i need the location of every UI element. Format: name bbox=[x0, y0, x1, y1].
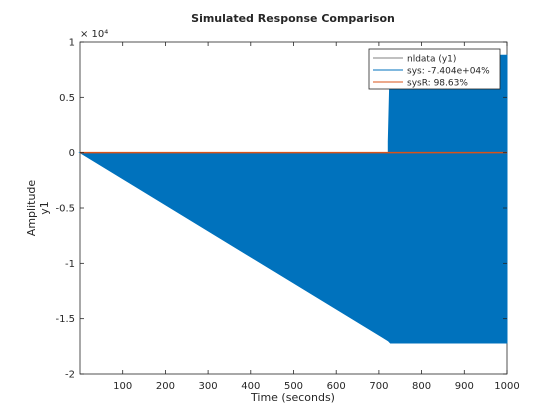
chart-title: Simulated Response Comparison bbox=[191, 12, 395, 25]
y-axis-sublabel: y1 bbox=[38, 201, 51, 215]
x-tick-label: 400 bbox=[241, 381, 260, 392]
x-tick-label: 900 bbox=[455, 381, 474, 392]
x-tick-label: 600 bbox=[327, 381, 346, 392]
legend-entry: nldata (y1) bbox=[407, 55, 456, 65]
legend-entry: sys: -7.404e+04% bbox=[407, 67, 490, 77]
y-tick-label: -1.5 bbox=[55, 314, 75, 325]
x-tick-label: 200 bbox=[156, 381, 175, 392]
y-exponent-label: × 10⁴ bbox=[80, 29, 108, 40]
series-layer bbox=[78, 54, 508, 344]
x-axis-label: Time (seconds) bbox=[250, 391, 335, 404]
x-tick-label: 300 bbox=[199, 381, 218, 392]
y-tick-label: -2 bbox=[65, 370, 75, 381]
x-tick-label: 700 bbox=[369, 381, 388, 392]
y-tick-label: -1 bbox=[65, 259, 75, 270]
legend-entry: sysR: 98.63% bbox=[407, 79, 468, 89]
x-tick-label: 100 bbox=[113, 381, 132, 392]
y-tick-label: 0.5 bbox=[59, 93, 75, 104]
legend: nldata (y1) sys: -7.404e+04% sysR: 98.63% bbox=[368, 48, 501, 90]
x-tick-label: 800 bbox=[412, 381, 431, 392]
series-sys-band bbox=[78, 54, 508, 344]
x-tick-label: 1000 bbox=[494, 381, 519, 392]
y-tick-label: 0 bbox=[69, 148, 75, 159]
axes-layer: 100 200 300 400 500 600 700 800 900 1000 1 0.5 0 -0.5… bbox=[55, 38, 519, 393]
y-axis-label: Amplitude bbox=[25, 180, 38, 237]
y-tick-label: -0.5 bbox=[55, 204, 75, 215]
y-tick-label: 1 bbox=[69, 38, 75, 49]
x-tick-label: 500 bbox=[284, 381, 303, 392]
